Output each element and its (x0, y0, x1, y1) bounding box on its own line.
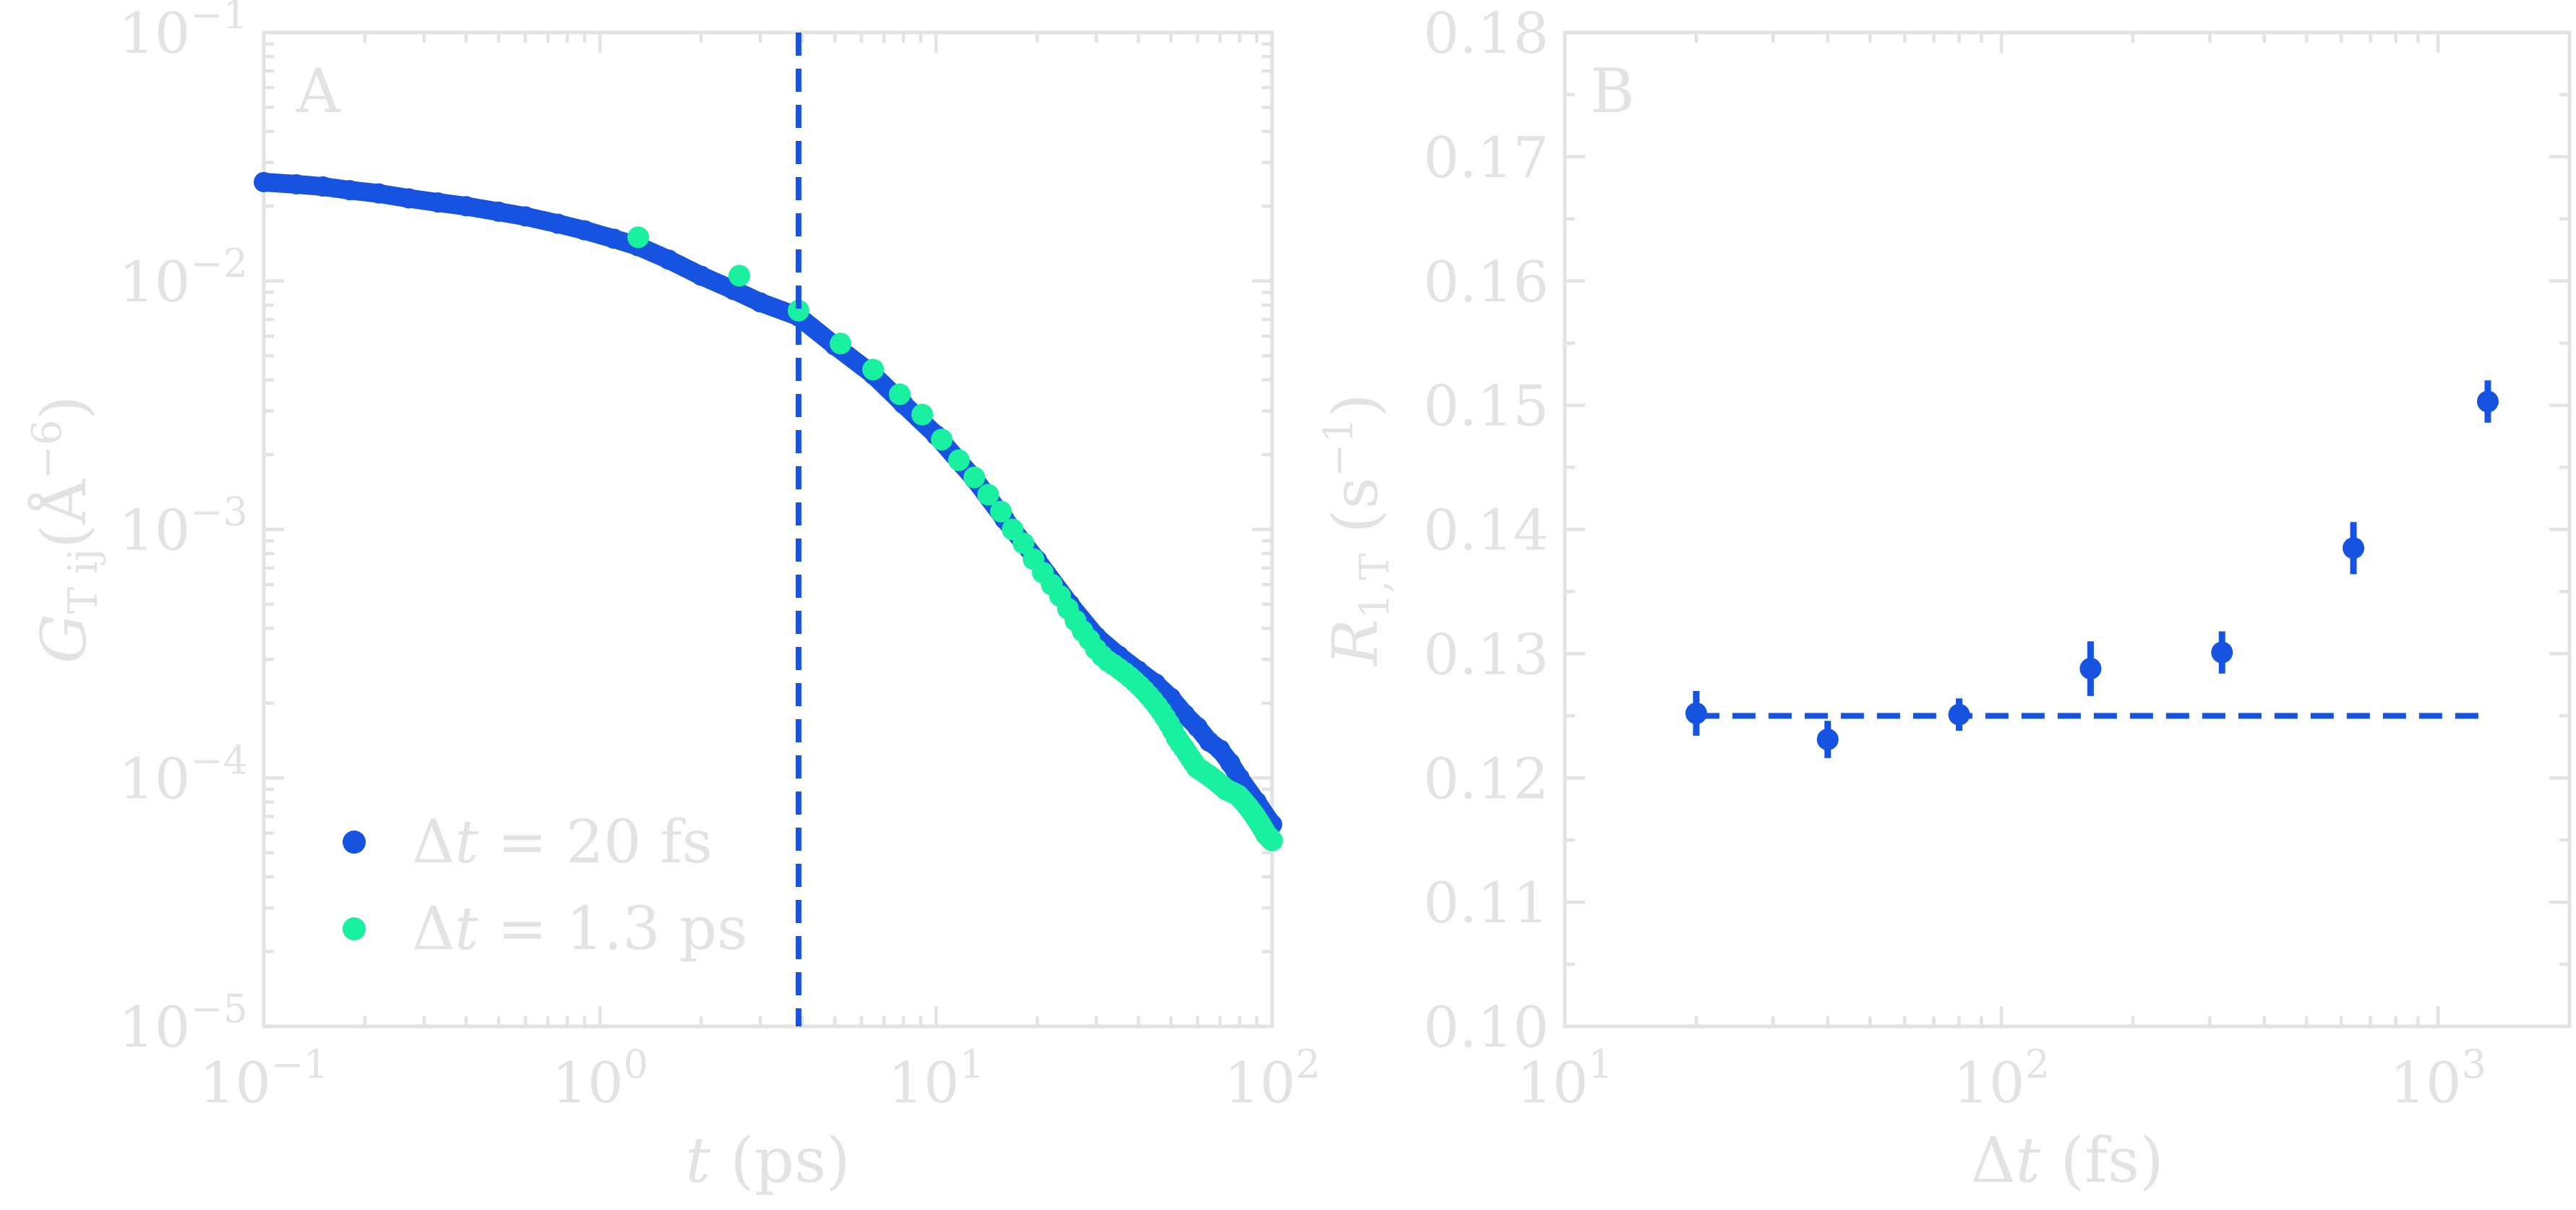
legend-marker-coarse (343, 917, 366, 940)
legend-marker-fine (343, 831, 366, 854)
data-point-rate (2079, 658, 2102, 679)
data-point-rate (2343, 537, 2365, 559)
y-tick-label-b: 0.13 (1423, 622, 1549, 687)
data-point-coarse (989, 500, 1012, 523)
y-tick-label-b: 0.11 (1423, 871, 1549, 936)
data-point-coarse (948, 449, 970, 471)
data-band-fine (254, 173, 1281, 834)
x-axis-label-b: Δt (fs) (1970, 1125, 2163, 1197)
data-point-coarse (888, 383, 911, 406)
legend-label-fine: Δt = 20 fs (412, 808, 713, 877)
y-tick-label-a: 10−2 (119, 241, 248, 315)
x-tick-label-b: 101 (1516, 1042, 1613, 1116)
plot-frame-b (1563, 30, 2572, 1029)
y-tick-label-b: 0.14 (1423, 499, 1549, 564)
data-point-coarse (911, 403, 933, 426)
y-tick-label-a: 10−3 (119, 489, 248, 564)
data-point-coarse (627, 226, 649, 249)
y-tick-label-b: 0.10 (1423, 995, 1549, 1060)
y-tick-label-b: 0.17 (1423, 126, 1549, 191)
data-point-coarse (963, 466, 985, 489)
panel-b: 101 102 103 0.10 0.11 0.12 0.13 0.14 0.15 0.16 0.1… (1315, 1, 2572, 1197)
y-axis-label-b: R1,T (s−1) (1315, 393, 1399, 667)
data-point-rate (1816, 728, 1839, 750)
x-tick-label-b: 103 (2390, 1042, 2486, 1116)
plot-frame-a (262, 30, 1274, 1029)
data-point-coarse (728, 265, 750, 287)
data-point-coarse (1012, 532, 1034, 554)
data-point-coarse (862, 359, 885, 381)
data-point-rate (1685, 702, 1707, 724)
data-point-rate (2211, 641, 2233, 664)
y-tick-label-a: 10−4 (119, 737, 248, 812)
x-tick-label-a: 101 (888, 1042, 984, 1116)
y-tick-label-b: 0.12 (1423, 747, 1549, 812)
panel-a: 10−1 100 101 102 10−1 10−2 10−3 10−4 10−5 t (ps) G… (24, 0, 1321, 1197)
legend-label-coarse: Δt = 1.3 ps (412, 895, 747, 964)
y-axis-label-a: GT ij(Å−6) (24, 395, 107, 664)
data-point-coarse (829, 332, 851, 355)
x-tick-label-a: 102 (1224, 1042, 1321, 1116)
data-point-coarse (787, 299, 810, 322)
data-point-coarse (1261, 829, 1283, 851)
y-tick-label-b: 0.18 (1423, 1, 1549, 66)
y-tick-label-a: 10−1 (119, 0, 248, 66)
data-point-rate (1948, 703, 1970, 726)
y-tick-label-a: 10−5 (119, 986, 248, 1060)
y-tick-label-b: 0.15 (1423, 374, 1549, 439)
x-tick-label-b: 102 (1953, 1042, 2050, 1116)
x-axis-label-a: t (ps) (685, 1125, 850, 1197)
x-tick-label-a: 10−1 (199, 1042, 329, 1116)
data-point-rate (2476, 390, 2499, 413)
x-tick-label-a: 100 (551, 1042, 648, 1116)
data-point-coarse (930, 429, 953, 451)
data-point-coarse (977, 484, 1000, 506)
y-tick-label-b: 0.16 (1423, 250, 1549, 315)
panel-label-b: B (1590, 56, 1635, 126)
panel-label-a: A (296, 56, 341, 126)
